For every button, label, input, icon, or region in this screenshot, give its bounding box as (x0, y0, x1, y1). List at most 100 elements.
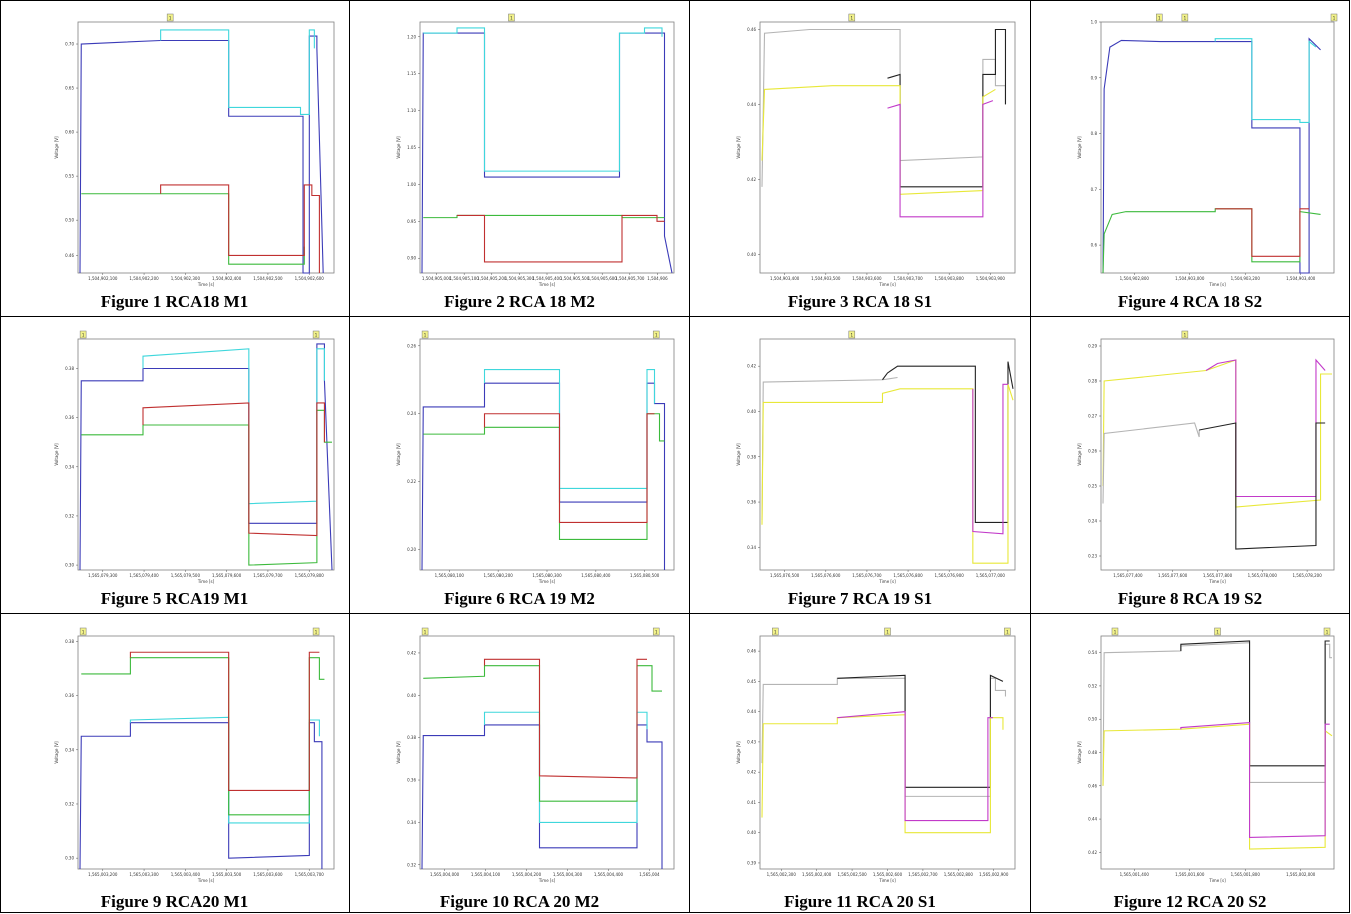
event-marker[interactable]: 1 (166, 13, 174, 22)
event-marker[interactable]: 1 (1181, 330, 1189, 339)
figure-cell-6: 0.20 0.22 0.24 0.26 1,565,080,100 1,565,080,2… (350, 317, 690, 614)
y-tick-label: 0.36 (65, 415, 74, 420)
y-tick-label: 0.42 (1088, 850, 1097, 855)
svg-text:1: 1 (315, 333, 318, 338)
plot-area (77, 21, 335, 274)
chart-12: 0.42 0.44 0.46 0.48 0.50 0.52 0.54 1,565,001,40… (1077, 627, 1335, 883)
x-tick-label: 1,565,076,800 (893, 573, 923, 578)
x-tick-label: 1,565,080,400 (581, 573, 611, 578)
y-tick-label: 0.42 (747, 177, 756, 182)
event-marker[interactable]: 1 (421, 627, 429, 636)
y-tick-label: 0.39 (747, 860, 756, 865)
chart-10: 0.32 0.34 0.36 0.38 0.40 0.42 1,565,004,000 1,5… (396, 627, 675, 883)
event-marker[interactable]: 1 (508, 13, 515, 22)
plot-area (419, 21, 675, 274)
event-marker[interactable]: 1 (652, 627, 660, 636)
x-tick-label: 1,565,003,300 (129, 872, 159, 877)
x-tick-label: 1,565,002,000 (1286, 872, 1316, 877)
x-tick-label: 1,565,077,400 (1113, 573, 1143, 578)
series-line-cyan (160, 29, 315, 116)
series-line-magenta (1180, 721, 1330, 838)
event-marker[interactable]: 1 (421, 330, 429, 339)
y-tick-label: 0.44 (747, 709, 756, 714)
plot-area (1100, 21, 1335, 274)
y-tick-label: 0.38 (65, 639, 74, 644)
chart-8: 0.23 0.24 0.25 0.26 0.27 0.28 0.29 1,565,077,40… (1077, 330, 1335, 584)
y-tick-label: 0.42 (747, 770, 756, 775)
y-tick-label: 0.48 (1088, 750, 1097, 755)
y-tick-label: 0.46 (65, 253, 74, 258)
y-axis-label: Voltage [V] (1077, 443, 1082, 466)
series-line-green (81, 657, 325, 816)
x-tick-label: 1,565,004 (639, 872, 660, 877)
event-marker[interactable]: 1 (312, 627, 320, 636)
y-tick-label: 0.30 (65, 563, 74, 568)
x-tick-label: 1,565,002,500 (837, 872, 867, 877)
series-line-red (160, 184, 320, 273)
event-marker[interactable]: 1 (1330, 13, 1338, 22)
event-marker[interactable]: 1 (1004, 627, 1011, 636)
event-marker[interactable]: 1 (652, 330, 660, 339)
event-marker[interactable]: 1 (848, 330, 856, 339)
series-line-green (423, 413, 665, 540)
series-line-blue (421, 724, 663, 870)
event-marker[interactable]: 1 (1181, 13, 1189, 22)
x-tick-label: 1,504,905,300 (505, 276, 535, 281)
event-marker[interactable]: 1 (1156, 13, 1163, 22)
series-line-cyan (483, 369, 656, 490)
y-tick-label: 0.32 (65, 801, 74, 806)
event-marker[interactable]: 1 (312, 330, 320, 339)
event-marker[interactable]: 1 (79, 627, 87, 636)
chart-6: 0.20 0.22 0.24 0.26 1,565,080,100 1,565,080,2… (396, 330, 675, 584)
figure-cell-10: 0.32 0.34 0.36 0.38 0.40 0.42 1,565,004,000 1,5… (350, 614, 690, 913)
x-tick-label: 1,504,903,200 (1231, 276, 1261, 281)
svg-text:1: 1 (655, 333, 658, 338)
figure-caption: Figure 4 RCA 18 S2 (1117, 292, 1263, 311)
y-tick-label: 0.40 (747, 830, 756, 835)
y-tick-label: 0.60 (65, 130, 74, 135)
y-axis-label: Voltage [V] (54, 136, 59, 159)
y-tick-label: 1.20 (407, 34, 416, 39)
series-line-red (129, 651, 320, 791)
event-marker[interactable]: 1 (772, 627, 779, 636)
svg-text:1: 1 (774, 630, 777, 635)
x-tick-label: 1,504,905,700 (615, 276, 645, 281)
x-tick-label: 1,565,079,500 (171, 573, 201, 578)
plot-area (77, 338, 335, 571)
x-axis-label: Time [s] (197, 282, 215, 287)
x-tick-label: 1,565,003,700 (295, 872, 325, 877)
event-marker[interactable]: 1 (79, 330, 87, 339)
figure-cell-11: 0.39 0.40 0.41 0.42 0.43 0.44 0.45 0.46 1,565,00… (690, 614, 1031, 913)
x-tick-label: 1,504,903,500 (811, 276, 841, 281)
svg-text:1: 1 (82, 333, 85, 338)
svg-text:1: 1 (424, 333, 427, 338)
event-marker[interactable]: 1 (884, 627, 891, 636)
figure-caption: Figure 1 RCA18 M1 (100, 292, 249, 311)
y-tick-label: 0.46 (1088, 783, 1097, 788)
figure-caption: Figure 12 RCA 20 S2 (1113, 892, 1267, 911)
y-tick-label: 0.50 (1088, 717, 1097, 722)
figure-cell-4: 0.6 0.7 0.8 0.9 1.0 1,504,902,800 1,504,903,00… (1031, 0, 1350, 317)
y-tick-label: 0.22 (407, 479, 416, 484)
x-tick-label: 1,565,079,600 (212, 573, 242, 578)
figure-caption: Figure 2 RCA 18 M2 (444, 292, 595, 311)
event-marker[interactable]: 1 (1214, 627, 1221, 636)
y-tick-label: 0.41 (747, 800, 756, 805)
x-tick-label: 1,504,903,600 (852, 276, 882, 281)
x-tick-label: 1,504,902,100 (88, 276, 118, 281)
figure-cell-3: 0.40 0.42 0.44 0.46 1,504,903,400 1,504,903,5… (690, 0, 1031, 317)
series-line-red (1215, 208, 1310, 257)
event-marker[interactable]: 1 (848, 13, 856, 22)
y-tick-label: 0.30 (65, 856, 74, 861)
y-tick-label: 1.00 (407, 182, 416, 187)
x-tick-label: 1,504,903,800 (935, 276, 965, 281)
chart-1: 0.46 0.50 0.55 0.60 0.65 0.70 1,504,902,100 1,5… (54, 13, 335, 287)
event-marker[interactable]: 1 (1323, 627, 1331, 636)
svg-text:1: 1 (1114, 630, 1117, 635)
event-marker[interactable]: 1 (1111, 627, 1119, 636)
svg-text:1: 1 (510, 16, 513, 21)
plot-area (419, 338, 675, 571)
y-axis-label: Voltage [V] (396, 443, 401, 466)
plot-area (419, 635, 675, 870)
x-tick-label: 1,565,080,100 (435, 573, 465, 578)
